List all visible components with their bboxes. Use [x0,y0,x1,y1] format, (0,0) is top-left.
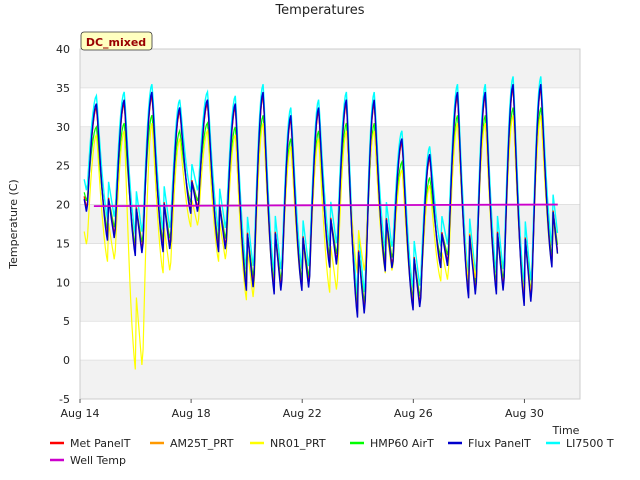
x-axis-ticks: Aug 14 Aug 18 Aug 22 Aug 26 Aug 30 [61,399,544,420]
chart-title: Temperatures [274,3,364,18]
legend-label: LI7500 T [566,437,614,450]
y-tick-label: 0 [63,354,70,367]
x-tick-label: Aug 26 [394,407,433,420]
grid-band [80,360,580,399]
legend-label: AM25T_PRT [170,437,234,450]
x-tick-label: Aug 30 [505,407,544,420]
x-tick-label: Aug 14 [61,407,100,420]
legend-label: Flux PanelT [468,437,531,450]
x-tick-label: Aug 22 [283,407,322,420]
grid-band [80,49,580,88]
x-tick-label: Aug 18 [172,407,211,420]
y-tick-label: 30 [56,121,70,134]
y-tick-label: 15 [56,237,70,250]
series-line-well-temp [93,203,558,208]
y-tick-label: 25 [56,160,70,173]
grid-band [80,126,580,166]
y-tick-label: 10 [56,276,70,289]
legend-label: Well Temp [70,454,126,467]
y-tick-label: 40 [56,43,70,56]
badge-label: DC_mixed [86,36,146,49]
dataset-badge: DC_mixed [80,31,153,51]
y-tick-label: 35 [56,82,70,95]
legend: Met PanelT AM25T_PRT NR01_PRT HMP60 AirT Flu… [50,437,614,467]
plot-frame [79,48,581,400]
legend-label: NR01_PRT [270,437,326,450]
y-tick-label: -5 [59,393,70,406]
y-axis-label: Temperature (C) [7,179,20,269]
y-tick-label: 5 [63,315,70,328]
series-lines [83,76,559,370]
legend-label: Met PanelT [70,437,131,450]
y-axis-ticks: -5 0 5 10 15 20 25 30 35 40 [56,43,70,406]
y-tick-label: 20 [56,199,70,212]
series-line-flux-panelt [83,84,559,318]
legend-label: HMP60 AirT [370,437,434,450]
x-axis-label: Time [552,424,580,437]
